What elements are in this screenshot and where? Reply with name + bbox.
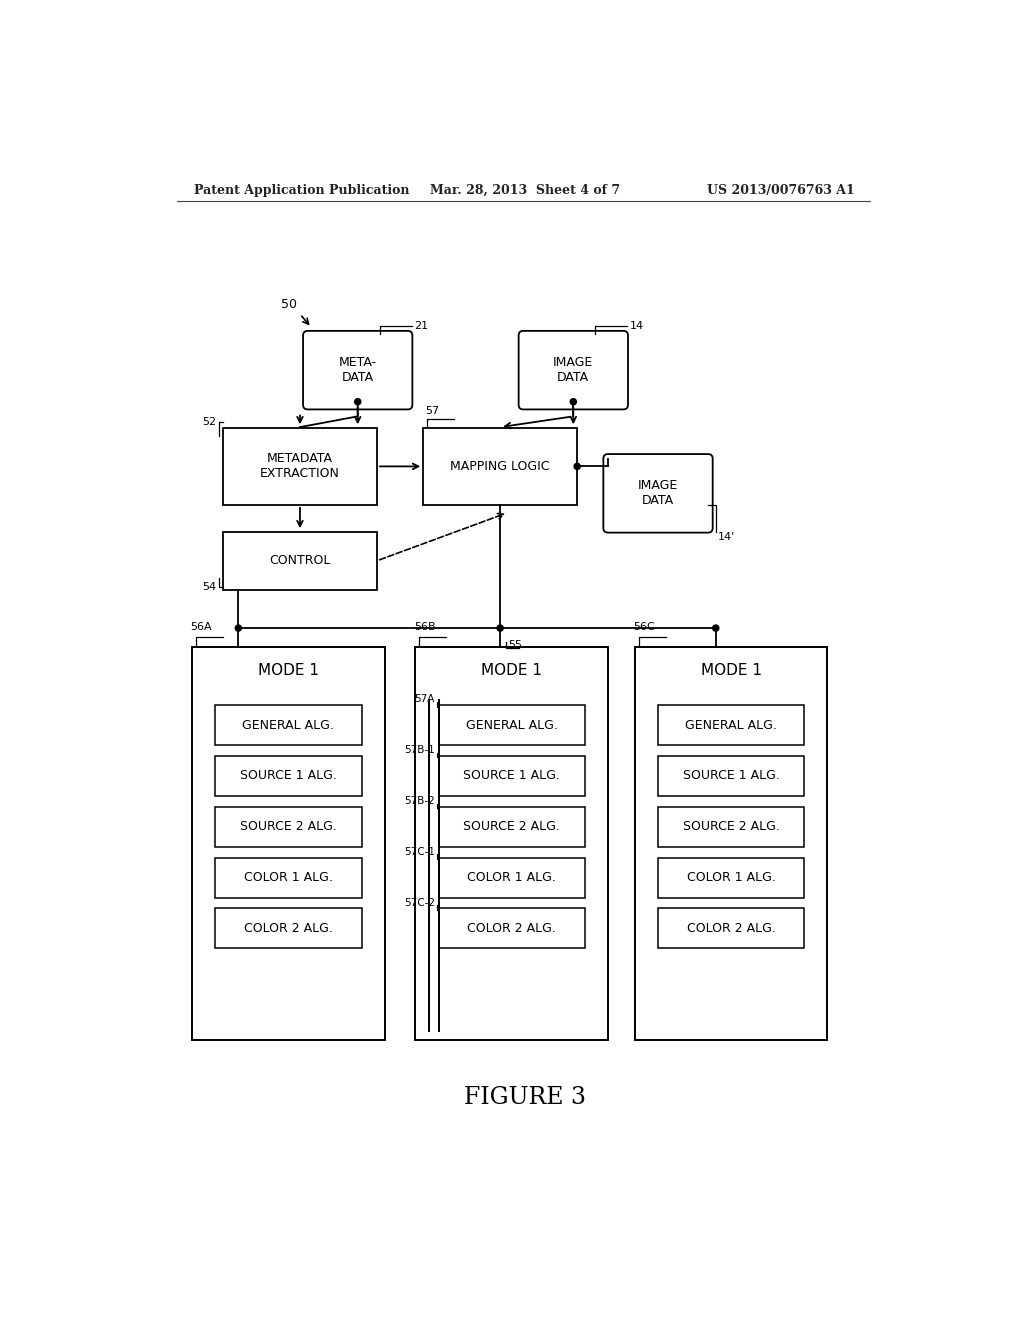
Text: GENERAL ALG.: GENERAL ALG.: [466, 718, 558, 731]
Text: MAPPING LOGIC: MAPPING LOGIC: [451, 459, 550, 473]
Circle shape: [570, 399, 577, 405]
Text: 52: 52: [203, 417, 217, 426]
Text: SOURCE 2 ALG.: SOURCE 2 ALG.: [463, 820, 560, 833]
Text: SOURCE 1 ALG.: SOURCE 1 ALG.: [683, 770, 779, 783]
Text: 57B-2: 57B-2: [403, 796, 435, 807]
Text: GENERAL ALG.: GENERAL ALG.: [243, 718, 335, 731]
FancyBboxPatch shape: [603, 454, 713, 533]
Circle shape: [236, 626, 242, 631]
Text: COLOR 2 ALG.: COLOR 2 ALG.: [687, 921, 775, 935]
Text: 56C: 56C: [634, 622, 655, 632]
Bar: [438, 807, 585, 847]
Bar: [223, 428, 377, 506]
Circle shape: [497, 626, 503, 631]
Text: SOURCE 1 ALG.: SOURCE 1 ALG.: [463, 770, 560, 783]
Text: MODE 1: MODE 1: [258, 663, 318, 678]
Bar: [658, 705, 804, 744]
Bar: [215, 756, 361, 796]
Text: SOURCE 2 ALG.: SOURCE 2 ALG.: [240, 820, 337, 833]
Bar: [193, 647, 385, 1040]
Text: 55: 55: [508, 640, 522, 649]
Text: COLOR 1 ALG.: COLOR 1 ALG.: [244, 871, 333, 884]
Circle shape: [713, 626, 719, 631]
Text: Mar. 28, 2013  Sheet 4 of 7: Mar. 28, 2013 Sheet 4 of 7: [430, 185, 620, 197]
Text: 57C-1: 57C-1: [403, 847, 435, 857]
FancyBboxPatch shape: [518, 331, 628, 409]
Text: Patent Application Publication: Patent Application Publication: [194, 185, 410, 197]
Text: COLOR 2 ALG.: COLOR 2 ALG.: [467, 921, 556, 935]
Text: 57B-1: 57B-1: [403, 746, 435, 755]
Text: 57A: 57A: [415, 694, 435, 705]
Text: US 2013/0076763 A1: US 2013/0076763 A1: [707, 185, 854, 197]
Text: 50: 50: [281, 298, 297, 312]
Text: FIGURE 3: FIGURE 3: [464, 1086, 586, 1109]
Bar: [658, 807, 804, 847]
Text: COLOR 1 ALG.: COLOR 1 ALG.: [467, 871, 556, 884]
Text: IMAGE
DATA: IMAGE DATA: [638, 479, 678, 507]
Bar: [438, 705, 585, 744]
Text: META-
DATA: META- DATA: [339, 356, 377, 384]
Bar: [438, 756, 585, 796]
Bar: [658, 858, 804, 898]
Bar: [215, 705, 361, 744]
Bar: [215, 858, 361, 898]
Text: 57C-2: 57C-2: [403, 898, 435, 908]
Text: COLOR 1 ALG.: COLOR 1 ALG.: [687, 871, 775, 884]
Text: METADATA
EXTRACTION: METADATA EXTRACTION: [260, 453, 340, 480]
Text: COLOR 2 ALG.: COLOR 2 ALG.: [244, 921, 333, 935]
Bar: [215, 807, 361, 847]
Text: 56B: 56B: [414, 622, 435, 632]
Bar: [658, 908, 804, 949]
Bar: [215, 908, 361, 949]
Text: 54: 54: [203, 582, 217, 593]
Text: GENERAL ALG.: GENERAL ALG.: [685, 718, 777, 731]
Text: MODE 1: MODE 1: [700, 663, 762, 678]
Bar: [223, 532, 377, 590]
Text: 14: 14: [630, 321, 644, 331]
Text: 14': 14': [718, 532, 735, 541]
Circle shape: [354, 399, 360, 405]
Bar: [658, 756, 804, 796]
Text: 21: 21: [414, 321, 428, 331]
Bar: [438, 908, 585, 949]
Circle shape: [574, 463, 581, 470]
Bar: [438, 858, 585, 898]
FancyBboxPatch shape: [303, 331, 413, 409]
Text: CONTROL: CONTROL: [269, 554, 331, 568]
Text: IMAGE
DATA: IMAGE DATA: [553, 356, 594, 384]
Text: MODE 1: MODE 1: [481, 663, 543, 678]
Bar: [416, 647, 608, 1040]
Text: 56A: 56A: [190, 622, 212, 632]
Text: 57: 57: [425, 405, 439, 416]
Bar: [635, 647, 827, 1040]
Text: SOURCE 1 ALG.: SOURCE 1 ALG.: [240, 770, 337, 783]
Text: SOURCE 2 ALG.: SOURCE 2 ALG.: [683, 820, 779, 833]
Bar: [423, 428, 578, 506]
